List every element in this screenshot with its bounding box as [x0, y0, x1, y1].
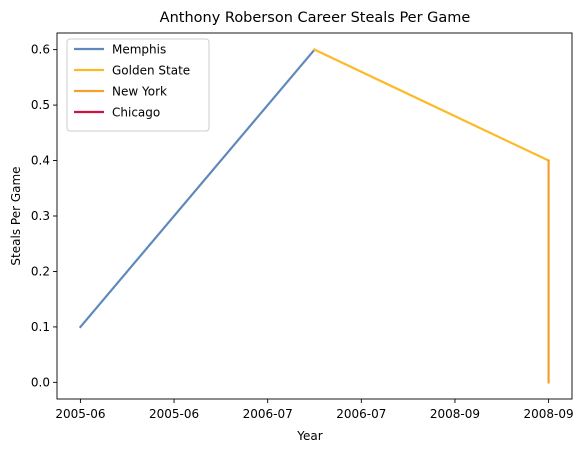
- y-tick-label: 0.4: [31, 154, 50, 168]
- x-tick-label: 2006-07: [243, 407, 293, 421]
- x-tick-label: 2005-06: [55, 407, 105, 421]
- legend-label: Memphis: [112, 43, 166, 57]
- legend-label: New York: [112, 85, 167, 99]
- y-axis-title: Steals Per Game: [9, 166, 23, 265]
- x-axis: 2005-06 2005-06 2006-07 2006-07 2008-09 2008-…: [55, 399, 573, 421]
- y-tick-label: 0.3: [31, 209, 50, 223]
- x-tick-label: 2008-09: [524, 407, 573, 421]
- legend-label: Chicago: [112, 106, 160, 120]
- plot-content: [78, 48, 551, 384]
- x-tick-label: 2005-06: [149, 407, 199, 421]
- legend-label: Golden State: [112, 64, 190, 78]
- x-tick-label: 2008-09: [430, 407, 480, 421]
- y-axis: 0.0 0.1 0.2 0.3 0.4 0.5 0.6: [31, 43, 57, 389]
- legend-box: [66, 38, 210, 132]
- y-tick-label: 0.0: [31, 375, 50, 389]
- series-line-golden-state: [313, 48, 551, 163]
- legend: Memphis Golden State New York Chicago: [66, 38, 210, 132]
- x-tick-label: 2006-07: [336, 407, 386, 421]
- y-tick-label: 0.6: [31, 43, 50, 57]
- x-axis-title: Year: [296, 429, 322, 443]
- series-line-memphis: [78, 48, 317, 329]
- chart-title: Anthony Roberson Career Steals Per Game: [160, 10, 471, 26]
- y-tick-label: 0.1: [31, 320, 50, 334]
- y-tick-label: 0.2: [31, 264, 50, 278]
- y-tick-label: 0.5: [31, 98, 50, 112]
